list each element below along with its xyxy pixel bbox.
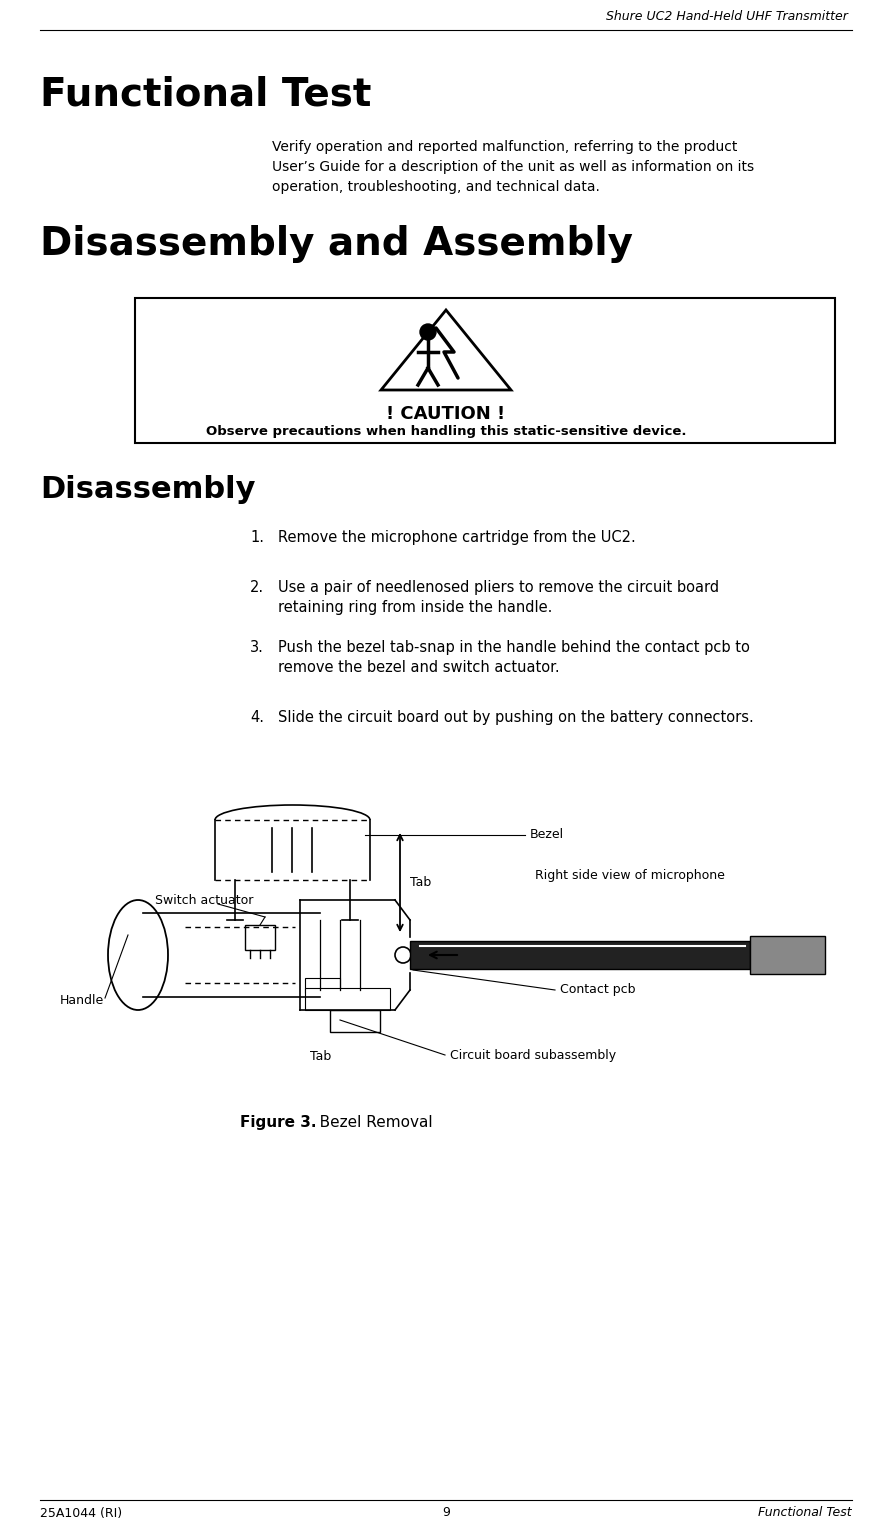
Text: Push the bezel tab-snap in the handle behind the contact pcb to: Push the bezel tab-snap in the handle be… [278, 639, 750, 655]
Bar [305, 987, 390, 1010]
Text: Slide the circuit board out by pushing on the battery connectors.: Slide the circuit board out by pushing o… [278, 710, 754, 725]
Bar [135, 298, 835, 443]
Text: Tab: Tab [310, 1050, 331, 1064]
Text: Use a pair of needlenosed pliers to remove the circuit board: Use a pair of needlenosed pliers to remo… [278, 580, 719, 595]
Text: Disassembly: Disassembly [40, 475, 255, 504]
Text: operation, troubleshooting, and technical data.: operation, troubleshooting, and technica… [272, 180, 600, 194]
Text: Verify operation and reported malfunction, referring to the product: Verify operation and reported malfunctio… [272, 140, 738, 154]
Text: Figure 3.: Figure 3. [240, 1116, 317, 1129]
Text: 1.: 1. [250, 530, 264, 545]
Text: Bezel Removal: Bezel Removal [305, 1116, 433, 1129]
Text: ! CAUTION !: ! CAUTION ! [386, 404, 506, 423]
Text: Switch actuator: Switch actuator [155, 894, 253, 906]
Text: Bezel: Bezel [530, 829, 564, 841]
Text: User’s Guide for a description of the unit as well as information on its: User’s Guide for a description of the un… [272, 160, 754, 174]
Text: 9: 9 [442, 1506, 450, 1520]
Bar [410, 942, 750, 969]
Text: Circuit board subassembly: Circuit board subassembly [450, 1048, 616, 1062]
Text: Tab: Tab [410, 876, 431, 888]
Text: remove the bezel and switch actuator.: remove the bezel and switch actuator. [278, 661, 559, 674]
Bar [750, 935, 825, 974]
Text: Handle: Handle [60, 993, 104, 1007]
Text: retaining ring from inside the handle.: retaining ring from inside the handle. [278, 600, 552, 615]
Text: Right side view of microphone: Right side view of microphone [535, 868, 725, 882]
Text: Remove the microphone cartridge from the UC2.: Remove the microphone cartridge from the… [278, 530, 636, 545]
Text: 2.: 2. [250, 580, 264, 595]
Text: Observe precautions when handling this static-sensitive device.: Observe precautions when handling this s… [206, 426, 686, 438]
Bar [305, 978, 340, 993]
Text: Shure UC2 Hand-Held UHF Transmitter: Shure UC2 Hand-Held UHF Transmitter [607, 9, 848, 23]
Text: 3.: 3. [250, 639, 264, 655]
Text: Disassembly and Assembly: Disassembly and Assembly [40, 224, 633, 262]
Text: Functional Test: Functional Test [40, 75, 371, 113]
Text: Functional Test: Functional Test [758, 1506, 852, 1520]
Bar [330, 1010, 380, 1032]
Text: 4.: 4. [250, 710, 264, 725]
Text: Contact pcb: Contact pcb [560, 983, 635, 996]
Circle shape [420, 324, 436, 340]
Text: 25A1044 (RI): 25A1044 (RI) [40, 1506, 122, 1520]
Bar [245, 925, 275, 951]
